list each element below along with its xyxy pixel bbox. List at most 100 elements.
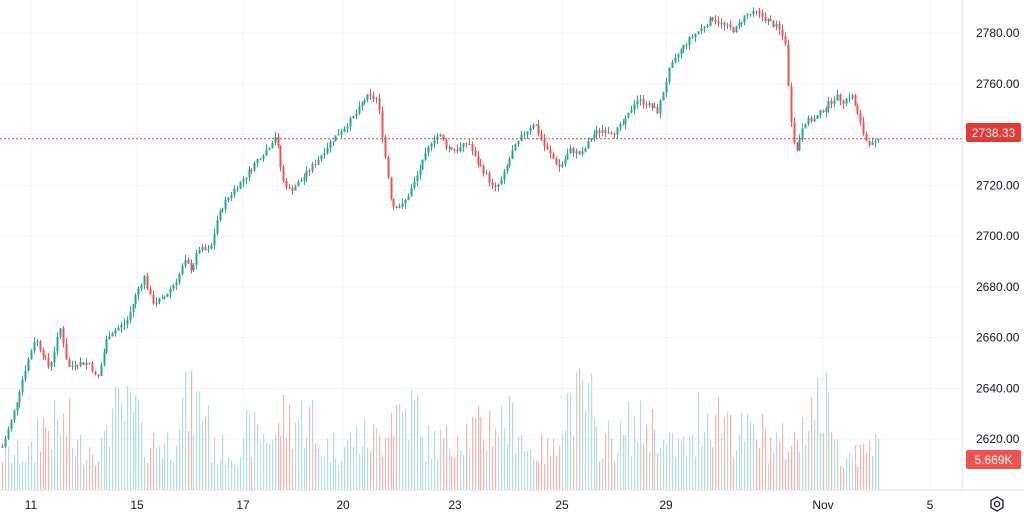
candle-body — [47, 357, 50, 367]
candle-body — [871, 142, 874, 145]
volume-bar — [112, 408, 114, 490]
volume-bar — [683, 436, 685, 490]
candle-body — [152, 294, 155, 304]
candle-body — [523, 134, 526, 136]
volume-bar — [249, 414, 251, 490]
candle-body — [819, 110, 822, 116]
candle-body — [219, 210, 222, 221]
candle-body — [793, 122, 796, 143]
volume-bar — [544, 463, 546, 490]
candle-body — [485, 172, 488, 174]
candle-body — [723, 22, 726, 25]
candle-body — [337, 134, 340, 136]
candle-body — [221, 209, 224, 211]
candle-body — [755, 10, 758, 12]
candle-body — [842, 100, 845, 104]
volume-bar — [672, 433, 674, 490]
candle-body — [158, 298, 161, 303]
volume-bar — [347, 439, 349, 490]
candle-body — [593, 134, 596, 139]
volume-bar — [11, 462, 13, 490]
volume-bar — [321, 456, 323, 490]
volume-bar — [814, 420, 816, 490]
candle-body — [308, 170, 311, 172]
candle-body — [340, 131, 343, 135]
volume-bar — [298, 419, 300, 490]
candle-body — [784, 36, 787, 45]
volume-bar — [730, 414, 732, 490]
candle-body — [355, 113, 358, 116]
candle-body — [395, 206, 398, 209]
candle-body — [671, 62, 674, 68]
candle-body — [668, 67, 671, 83]
candle-body — [549, 149, 552, 154]
candle-body — [868, 140, 871, 145]
volume-bar — [701, 446, 703, 490]
volume-bar — [562, 433, 564, 490]
candle-body — [149, 288, 152, 295]
volume-bar — [182, 397, 184, 490]
volume-bar — [765, 428, 767, 490]
volume-bar — [541, 434, 543, 490]
candle-body — [201, 247, 204, 251]
candle-body — [619, 124, 622, 128]
candle-body — [752, 10, 755, 15]
volume-bar — [779, 441, 781, 490]
candle-body — [790, 85, 793, 123]
x-tick-label: 29 — [659, 498, 673, 512]
candle-body — [729, 24, 732, 28]
price-axis[interactable]: 2780.002760.002740.002720.002700.002680.… — [976, 26, 1020, 446]
candle-body — [317, 159, 320, 165]
volume-bar — [617, 452, 619, 490]
volume-bar — [80, 434, 82, 490]
volume-bar — [147, 463, 149, 490]
volume-bar — [860, 444, 862, 490]
volume-bar — [666, 444, 668, 490]
candle-body — [520, 135, 523, 141]
volume-bar — [251, 457, 253, 490]
volume-bar — [478, 405, 480, 490]
volume-bar — [272, 439, 274, 490]
candle-body — [326, 147, 329, 154]
candle-body — [703, 27, 706, 29]
volume-bar — [196, 391, 198, 490]
volume-bar — [834, 439, 836, 490]
volume-bar — [594, 418, 596, 490]
volume-bar — [440, 429, 442, 490]
candle-body — [103, 352, 106, 365]
volume-bar — [727, 411, 729, 490]
candle-body — [349, 117, 352, 127]
volume-bar — [327, 438, 329, 490]
candle-body — [352, 115, 355, 118]
volume-bar — [225, 465, 227, 490]
candle-body — [787, 44, 790, 86]
x-tick-label: 17 — [236, 498, 250, 512]
volume-bar — [475, 418, 477, 490]
candle-body — [192, 264, 195, 271]
volume-bar — [104, 430, 106, 490]
candle-body — [100, 364, 103, 377]
volume-bar — [762, 414, 764, 490]
volume-bar — [333, 432, 335, 490]
volume-bar — [54, 399, 56, 490]
volume-bar — [483, 440, 485, 490]
volume-bar — [362, 446, 364, 490]
candle-body — [465, 143, 468, 145]
volume-bar — [367, 447, 369, 490]
candle-body — [740, 22, 743, 24]
volume-bar — [127, 386, 129, 490]
volume-bar — [304, 447, 306, 490]
candle-body — [140, 285, 143, 289]
candle-body — [369, 94, 372, 96]
candle-body — [836, 94, 839, 101]
last-volume-badge: 5.669K — [966, 450, 1021, 469]
volume-bar — [785, 459, 787, 490]
volume-bar — [101, 437, 103, 490]
time-axis[interactable]: 11 15 17 20 23 25 29 Nov 5 — [25, 498, 934, 512]
volume-bar — [402, 411, 404, 490]
x-tick-label: 15 — [130, 498, 144, 512]
volume-bar — [37, 418, 39, 490]
volume-bar — [776, 432, 778, 490]
chart-settings-button[interactable] — [984, 493, 1010, 515]
